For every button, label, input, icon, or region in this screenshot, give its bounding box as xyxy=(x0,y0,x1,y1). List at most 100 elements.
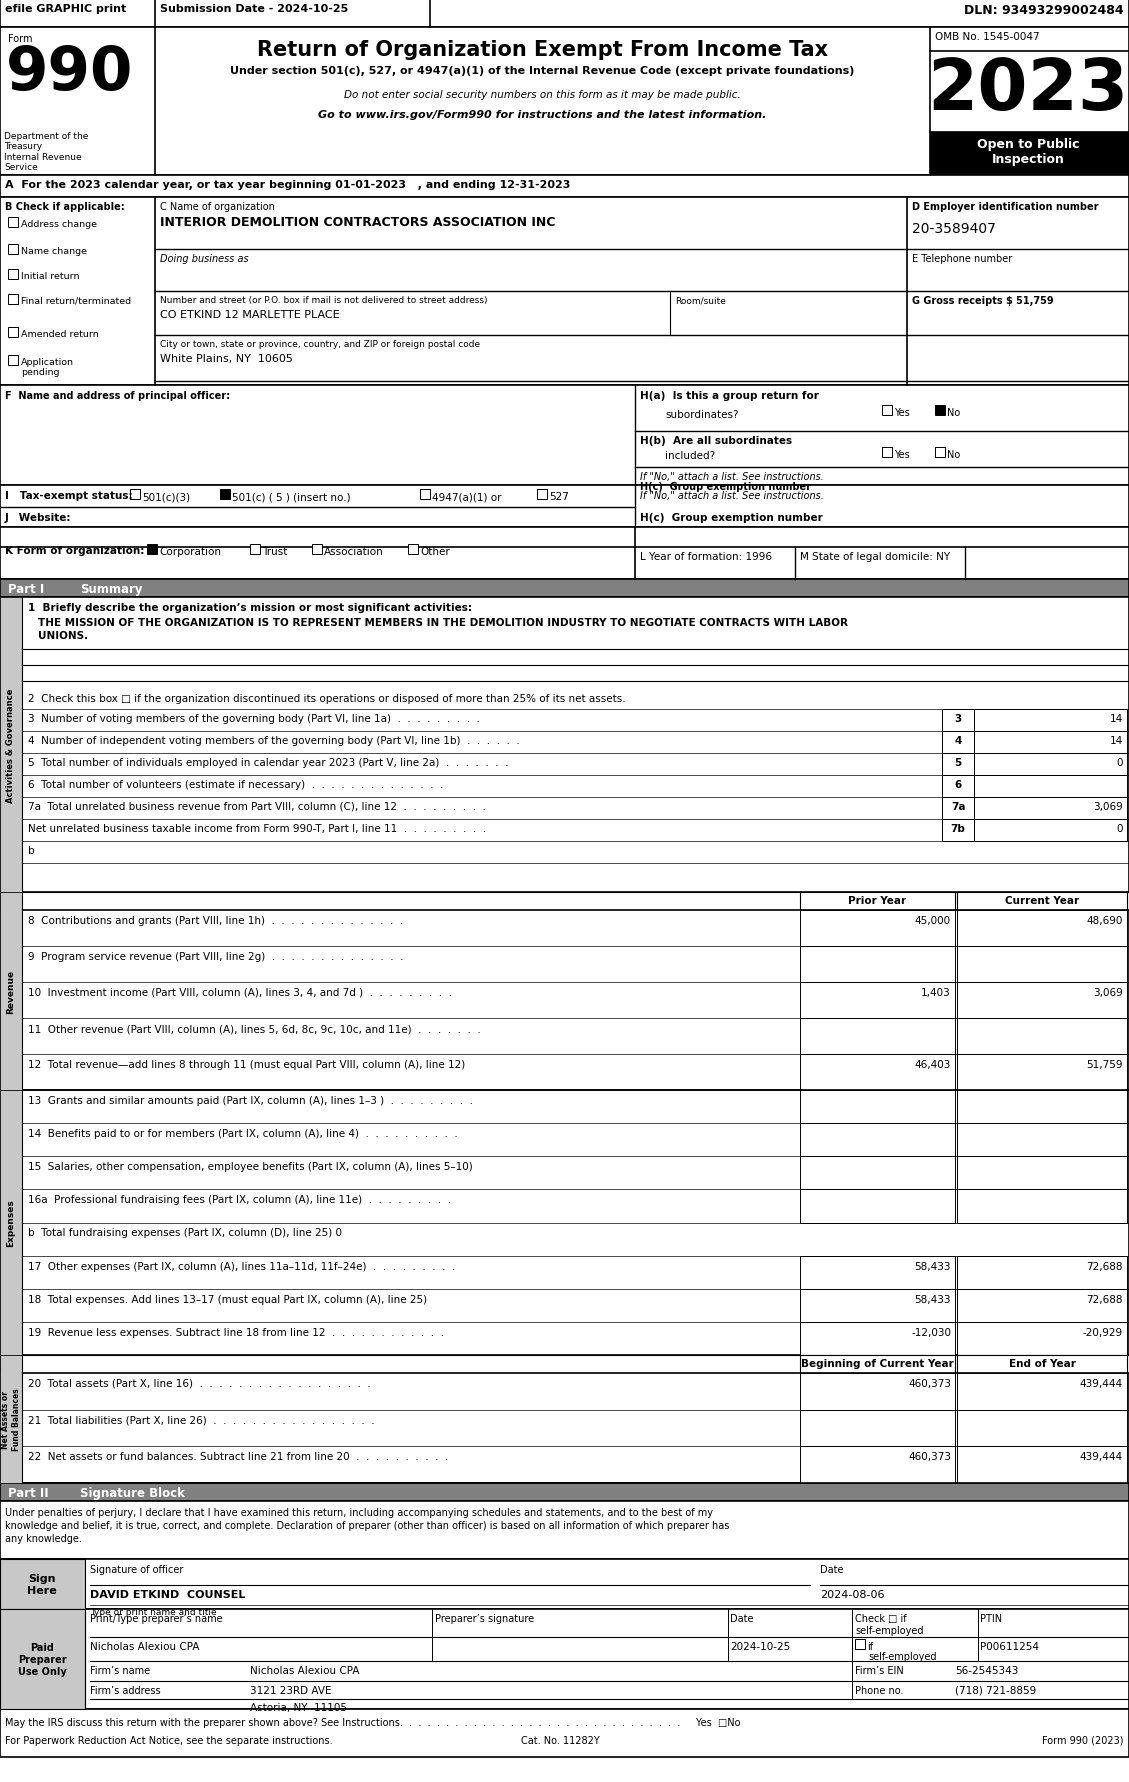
Text: any knowledge.: any knowledge. xyxy=(5,1533,82,1543)
Bar xyxy=(147,545,157,554)
Text: Date: Date xyxy=(730,1613,753,1623)
Bar xyxy=(0,911,1129,1091)
Text: City or town, state or province, country, and ZIP or foreign postal code: City or town, state or province, country… xyxy=(160,340,480,349)
Text: 46,403: 46,403 xyxy=(914,1060,951,1069)
Bar xyxy=(800,1055,955,1091)
Text: Form: Form xyxy=(8,34,33,45)
Text: Do not enter social security numbers on this form as it may be made public.: Do not enter social security numbers on … xyxy=(344,89,741,100)
Text: Part II: Part II xyxy=(8,1486,49,1499)
Bar xyxy=(974,798,1127,820)
Text: THE MISSION OF THE ORGANIZATION IS TO REPRESENT MEMBERS IN THE DEMOLITION INDUST: THE MISSION OF THE ORGANIZATION IS TO RE… xyxy=(38,618,848,627)
Text: 6  Total number of volunteers (estimate if necessary)  .  .  .  .  .  .  .  .  .: 6 Total number of volunteers (estimate i… xyxy=(28,779,444,789)
Text: Preparer’s signature: Preparer’s signature xyxy=(435,1613,534,1623)
Text: Other: Other xyxy=(420,547,449,556)
Text: DLN: 93493299002484: DLN: 93493299002484 xyxy=(964,4,1124,18)
Text: 460,373: 460,373 xyxy=(908,1452,951,1461)
Text: Initial return: Initial return xyxy=(21,273,79,282)
Bar xyxy=(800,1123,955,1157)
Text: Application
pending: Application pending xyxy=(21,358,75,378)
Bar xyxy=(957,1019,1127,1055)
Text: If "No," attach a list. See instructions.: If "No," attach a list. See instructions… xyxy=(640,490,824,501)
Text: L Year of formation: 1996: L Year of formation: 1996 xyxy=(640,552,772,561)
Text: End of Year: End of Year xyxy=(1008,1358,1076,1369)
Text: 0: 0 xyxy=(1117,823,1123,834)
Bar xyxy=(8,328,18,339)
Bar xyxy=(250,545,260,554)
Text: 439,444: 439,444 xyxy=(1079,1452,1123,1461)
Bar xyxy=(882,447,892,458)
Text: 58,433: 58,433 xyxy=(914,1262,951,1271)
Bar xyxy=(942,820,974,841)
Bar xyxy=(0,527,1129,579)
Text: C Name of organization: C Name of organization xyxy=(160,201,274,212)
Bar xyxy=(800,982,955,1019)
Text: 51,759: 51,759 xyxy=(1086,1060,1123,1069)
Bar xyxy=(408,545,418,554)
Bar xyxy=(800,911,955,946)
Text: Association: Association xyxy=(324,547,384,556)
Text: 439,444: 439,444 xyxy=(1079,1377,1123,1388)
Text: F  Name and address of principal officer:: F Name and address of principal officer: xyxy=(5,390,230,401)
Text: J   Website:: J Website: xyxy=(5,513,71,522)
Bar xyxy=(957,1447,1127,1483)
Bar xyxy=(0,1609,85,1709)
Bar xyxy=(942,754,974,775)
Text: Astoria, NY  11105: Astoria, NY 11105 xyxy=(250,1702,347,1713)
Bar xyxy=(974,709,1127,732)
Bar xyxy=(855,1639,865,1648)
Text: H(c)  Group exemption number: H(c) Group exemption number xyxy=(640,481,811,492)
Text: Current Year: Current Year xyxy=(1005,896,1079,905)
Text: 3  Number of voting members of the governing body (Part VI, line 1a)  .  .  .  .: 3 Number of voting members of the govern… xyxy=(28,713,480,723)
Bar xyxy=(0,1559,1129,1609)
Text: 501(c) ( 5 ) (insert no.): 501(c) ( 5 ) (insert no.) xyxy=(231,492,351,503)
Text: Phone no.: Phone no. xyxy=(855,1686,903,1695)
Polygon shape xyxy=(221,490,229,499)
Text: Form 990 (2023): Form 990 (2023) xyxy=(1042,1736,1124,1745)
Bar xyxy=(800,1288,955,1322)
Text: Yes: Yes xyxy=(894,408,910,417)
Bar xyxy=(8,217,18,228)
Text: 5: 5 xyxy=(954,757,962,768)
Bar xyxy=(957,1288,1127,1322)
Text: White Plains, NY  10605: White Plains, NY 10605 xyxy=(160,355,292,364)
Text: If "No," attach a list. See instructions.: If "No," attach a list. See instructions… xyxy=(640,472,824,481)
Text: Open to Public
Inspection: Open to Public Inspection xyxy=(977,137,1079,166)
Bar xyxy=(130,490,140,499)
Text: 45,000: 45,000 xyxy=(914,916,951,925)
Text: 72,688: 72,688 xyxy=(1086,1294,1123,1304)
Text: Type or print name and title: Type or print name and title xyxy=(90,1607,217,1616)
Bar xyxy=(312,545,322,554)
Bar xyxy=(974,775,1127,798)
Text: 10  Investment income (Part VIII, column (A), lines 3, 4, and 7d )  .  .  .  .  : 10 Investment income (Part VIII, column … xyxy=(28,987,452,998)
Text: Return of Organization Exempt From Income Tax: Return of Organization Exempt From Incom… xyxy=(257,39,828,61)
Text: Under section 501(c), 527, or 4947(a)(1) of the Internal Revenue Code (except pr: Under section 501(c), 527, or 4947(a)(1)… xyxy=(230,66,855,77)
Bar xyxy=(0,1609,1129,1709)
Text: Under penalties of perjury, I declare that I have examined this return, includin: Under penalties of perjury, I declare th… xyxy=(5,1508,714,1516)
Bar xyxy=(957,1091,1127,1123)
Text: 0: 0 xyxy=(1117,757,1123,768)
Text: Address change: Address change xyxy=(21,219,97,228)
Bar xyxy=(0,486,1129,527)
Text: 14: 14 xyxy=(1110,736,1123,745)
Bar xyxy=(0,893,1129,911)
Text: 58,433: 58,433 xyxy=(914,1294,951,1304)
Text: K Form of organization:: K Form of organization: xyxy=(5,545,145,556)
Bar xyxy=(0,0,1129,29)
Text: 1  Briefly describe the organization’s mission or most significant activities:: 1 Briefly describe the organization’s mi… xyxy=(28,602,472,613)
Text: 12  Total revenue—add lines 8 through 11 (must equal Part VIII, column (A), line: 12 Total revenue—add lines 8 through 11 … xyxy=(28,1060,465,1069)
Bar xyxy=(957,946,1127,982)
Bar xyxy=(0,1709,1129,1757)
Bar xyxy=(0,385,1129,486)
Text: Yes: Yes xyxy=(894,449,910,460)
Text: E Telephone number: E Telephone number xyxy=(912,253,1013,264)
Text: subordinates?: subordinates? xyxy=(665,410,738,421)
Bar xyxy=(0,597,1129,893)
Text: 18  Total expenses. Add lines 13–17 (must equal Part IX, column (A), line 25): 18 Total expenses. Add lines 13–17 (must… xyxy=(28,1294,427,1304)
Bar xyxy=(800,1322,955,1356)
Bar xyxy=(942,798,974,820)
Text: H(c)  Group exemption number: H(c) Group exemption number xyxy=(640,513,823,522)
Text: 2024-10-25: 2024-10-25 xyxy=(730,1641,790,1652)
Text: Submission Date - 2024-10-25: Submission Date - 2024-10-25 xyxy=(160,4,348,14)
Text: efile GRAPHIC print: efile GRAPHIC print xyxy=(5,4,126,14)
Bar xyxy=(800,893,955,911)
